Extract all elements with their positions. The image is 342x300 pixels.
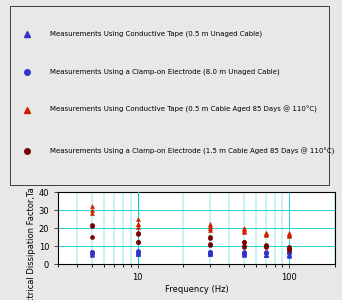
Text: Measurements Using a Clamp-on Electrode (8.0 m Unaged Cable): Measurements Using a Clamp-on Electrode …: [50, 69, 279, 75]
Point: [135, 250, 140, 255]
Point: [241, 251, 247, 256]
Point: [263, 250, 269, 255]
Point: [89, 249, 95, 254]
Point: [263, 253, 269, 258]
Point: [207, 249, 213, 254]
Point: [287, 244, 292, 249]
Point: [135, 222, 140, 227]
Point: [263, 230, 269, 235]
Point: [207, 250, 213, 255]
Point: [241, 250, 247, 255]
Point: [241, 239, 247, 244]
Point: [287, 252, 292, 257]
Point: [89, 204, 95, 209]
Point: [135, 249, 140, 254]
FancyBboxPatch shape: [10, 6, 329, 185]
Point: [287, 251, 292, 256]
Point: [241, 226, 247, 230]
Point: [135, 221, 140, 226]
Point: [207, 226, 213, 230]
Point: [207, 251, 213, 256]
Text: Measurements Using a Clamp-on Electrode (1.5 m Cable Aged 85 Days @ 110°C): Measurements Using a Clamp-on Electrode …: [50, 148, 334, 155]
Point: [241, 229, 247, 234]
Point: [89, 223, 95, 228]
Point: [241, 244, 247, 248]
Point: [207, 250, 213, 255]
Point: [207, 236, 213, 240]
Point: [207, 251, 213, 256]
Point: [263, 250, 269, 255]
Point: [287, 250, 292, 255]
Point: [207, 235, 213, 239]
Point: [135, 225, 140, 230]
Point: [263, 232, 269, 237]
Point: [263, 252, 269, 256]
Point: [135, 251, 140, 256]
Point: [241, 250, 247, 255]
Point: [287, 233, 292, 238]
Point: [89, 252, 95, 257]
Point: [207, 224, 213, 229]
Point: [287, 253, 292, 257]
Point: [287, 245, 292, 250]
Point: [241, 250, 247, 255]
Point: [241, 228, 247, 233]
Point: [287, 234, 292, 239]
Point: [135, 252, 140, 256]
Point: [207, 252, 213, 256]
Point: [135, 240, 140, 245]
Text: Measurements Using Conductive Tape (0.5 m Cable Aged 85 Days @ 110°C): Measurements Using Conductive Tape (0.5 …: [50, 106, 316, 113]
Point: [89, 224, 95, 229]
Point: [89, 235, 95, 239]
Point: [263, 252, 269, 257]
Point: [241, 251, 247, 256]
Point: [287, 250, 292, 255]
Point: [207, 250, 213, 255]
Point: [263, 243, 269, 248]
Point: [287, 246, 292, 251]
Point: [89, 250, 95, 255]
Point: [263, 233, 269, 238]
Point: [135, 239, 140, 244]
Point: [287, 247, 292, 252]
Point: [135, 251, 140, 256]
Point: [263, 231, 269, 236]
Point: [287, 232, 292, 237]
Point: [241, 244, 247, 249]
Point: [89, 250, 95, 255]
Point: [207, 242, 213, 247]
Point: [135, 232, 140, 237]
Point: [287, 252, 292, 256]
Point: [241, 251, 247, 256]
X-axis label: Frequency (Hz): Frequency (Hz): [165, 285, 228, 294]
Point: [135, 249, 140, 254]
Point: [241, 226, 247, 231]
Point: [287, 254, 292, 258]
Point: [263, 253, 269, 257]
Point: [287, 231, 292, 236]
Point: [207, 222, 213, 227]
Point: [263, 244, 269, 248]
Point: [89, 250, 95, 255]
Point: [207, 243, 213, 248]
Point: [207, 250, 213, 255]
Point: [263, 251, 269, 256]
Y-axis label: Electrical Dissipation Factor,Tan delta (%): Electrical Dissipation Factor,Tan delta …: [27, 141, 36, 300]
Point: [241, 251, 247, 256]
Point: [263, 244, 269, 249]
Point: [207, 251, 213, 256]
Point: [241, 252, 247, 256]
Point: [241, 240, 247, 245]
Text: Measurements Using Conductive Tape (0.5 m Unaged Cable): Measurements Using Conductive Tape (0.5 …: [50, 31, 262, 37]
Point: [135, 250, 140, 255]
Point: [135, 217, 140, 221]
Point: [89, 210, 95, 215]
Point: [89, 251, 95, 256]
Point: [135, 231, 140, 236]
Point: [135, 250, 140, 255]
Point: [207, 227, 213, 232]
Point: [241, 252, 247, 257]
Point: [89, 208, 95, 212]
